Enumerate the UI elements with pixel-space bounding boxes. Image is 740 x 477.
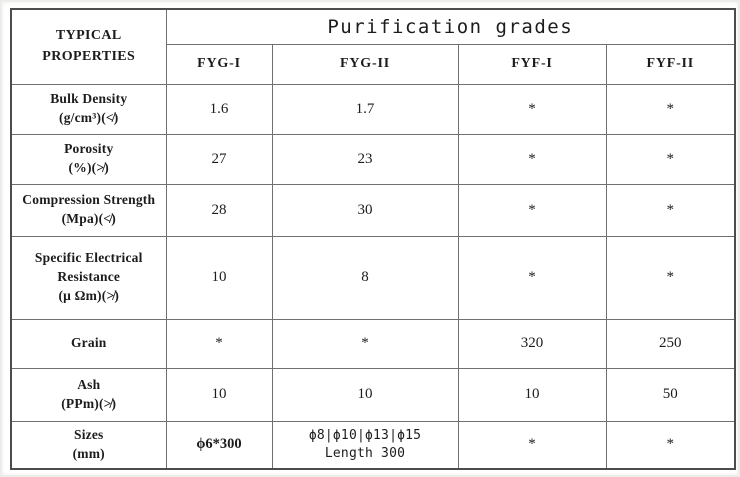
cell-resistance-fyg2: 8 xyxy=(271,235,459,320)
row-label-line: (PPm)(≯) xyxy=(61,395,117,411)
cell-bulk-density-fyg2: 1.7 xyxy=(271,83,459,135)
cell-sizes-fyg1: ϕ6*300 xyxy=(165,420,273,470)
cell-bulk-density-fyg1: 1.6 xyxy=(165,83,273,135)
cell-ash-fyg1: 10 xyxy=(165,367,273,422)
cell-compression-fyg2: 30 xyxy=(271,183,459,237)
column-header-fyf-2: FYF-II xyxy=(605,43,736,85)
cell-compression-fyg1: 28 xyxy=(165,183,273,237)
corner-header-line1: TYPICAL xyxy=(55,28,122,44)
row-label-ash: Ash (PPm)(≯) xyxy=(10,367,167,422)
row-label-line: Grain xyxy=(70,335,107,351)
row-label-porosity: Porosity (%)(≯) xyxy=(10,133,167,185)
sizes-diameters-line: ϕ8|ϕ10|ϕ13|ϕ15 xyxy=(308,428,422,444)
cell-compression-fyf2: * xyxy=(605,183,736,237)
row-label-sizes: Sizes (mm) xyxy=(10,420,167,470)
cell-bulk-density-fyf1: * xyxy=(457,83,607,135)
row-label-line: (%)(≯) xyxy=(68,160,109,175)
row-label-line: (μ Ωm)(≯) xyxy=(58,287,120,303)
row-label-line: Compression Strength xyxy=(22,192,156,208)
cell-grain-fyg2: * xyxy=(271,318,459,369)
cell-grain-fyf2: 250 xyxy=(605,318,736,369)
corner-header-line2: PROPERTIES xyxy=(42,48,136,64)
group-header-purification-grades: Purification grades xyxy=(165,8,736,45)
cell-grain-fyg1: * xyxy=(165,318,273,369)
row-label-line: Specific Electrical xyxy=(34,250,143,266)
cell-ash-fyf1: 10 xyxy=(457,367,607,422)
table-row-compression-strength: Compression Strength (Mpa)(≮) 28 30 * * xyxy=(10,183,736,237)
cell-resistance-fyf1: * xyxy=(457,235,607,320)
row-label-line: (Mpa)(≮) xyxy=(61,211,116,226)
cell-ash-fyf2: 50 xyxy=(605,367,736,422)
cell-porosity-fyg1: 27 xyxy=(165,133,273,185)
table-row-sizes: Sizes (mm) ϕ6*300 ϕ8|ϕ10|ϕ13|ϕ15 Length … xyxy=(10,420,736,470)
row-label-bulk-density: Bulk Density (g/cm³)(≮) xyxy=(10,83,167,135)
cell-ash-fyg2: 10 xyxy=(271,367,459,422)
row-label-line: (g/cm³)(≮) xyxy=(59,110,119,125)
row-label-line: Porosity xyxy=(64,141,114,157)
cell-resistance-fyg1: 10 xyxy=(165,235,273,320)
cell-porosity-fyg2: 23 xyxy=(271,133,459,185)
cell-porosity-fyf1: * xyxy=(457,133,607,185)
cell-grain-fyf1: 320 xyxy=(457,318,607,369)
row-label-line: (mm) xyxy=(72,445,105,461)
cell-porosity-fyf2: * xyxy=(605,133,736,185)
header-row-columns: FYG-I FYG-II FYF-I FYF-II xyxy=(11,43,736,85)
cell-sizes-fyf2: * xyxy=(605,420,736,470)
column-header-fyf-1: FYF-I xyxy=(457,43,607,85)
cell-resistance-fyf2: * xyxy=(605,235,736,320)
table-row-grain: Grain * * 320 250 xyxy=(10,318,736,369)
table-row-porosity: Porosity (%)(≯) 27 23 * * xyxy=(10,133,736,185)
sizes-length-line: Length 300 xyxy=(324,445,406,461)
row-label-line: Bulk Density xyxy=(50,91,128,107)
cell-sizes-fyf1: * xyxy=(457,420,607,470)
column-header-fyg-1: FYG-I xyxy=(165,43,273,85)
row-label-specific-electrical-resistance: Specific Electrical Resistance (μ Ωm)(≯) xyxy=(10,235,167,320)
column-header-fyg-2: FYG-II xyxy=(271,43,459,85)
cell-bulk-density-fyf2: * xyxy=(605,83,736,135)
purification-grades-table: TYPICAL PROPERTIES Purification grades F… xyxy=(10,8,737,470)
table-row-bulk-density: Bulk Density (g/cm³)(≮) 1.6 1.7 * * xyxy=(10,83,736,135)
header-row-group: TYPICAL PROPERTIES Purification grades xyxy=(10,8,736,85)
corner-header-typical-properties: TYPICAL PROPERTIES xyxy=(10,8,167,85)
row-label-line: Resistance xyxy=(57,269,121,285)
cell-compression-fyf1: * xyxy=(457,183,607,237)
row-label-line: Ash xyxy=(77,376,101,392)
row-label-grain: Grain xyxy=(10,318,167,369)
table-row-specific-electrical-resistance: Specific Electrical Resistance (μ Ωm)(≯)… xyxy=(10,235,736,320)
row-label-compression-strength: Compression Strength (Mpa)(≮) xyxy=(10,183,167,237)
row-label-line: Sizes xyxy=(74,426,104,442)
cell-sizes-fyg2: ϕ8|ϕ10|ϕ13|ϕ15 Length 300 xyxy=(271,420,459,470)
table-row-ash: Ash (PPm)(≯) 10 10 10 50 xyxy=(10,367,736,422)
